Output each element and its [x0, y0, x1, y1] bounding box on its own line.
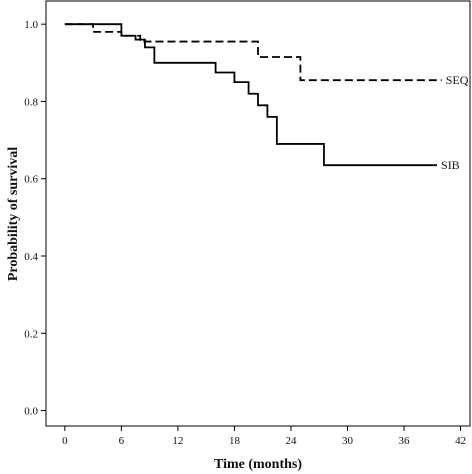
x-axis-ticks: 0 6 12 18 24 30 36 42	[62, 426, 466, 447]
x-tick-label: 42	[455, 435, 466, 447]
series-label-seq: SEQ	[446, 73, 469, 87]
series-line-seq	[64, 23, 442, 82]
y-tick-label: 0.6	[24, 174, 38, 186]
x-tick-label: 30	[342, 435, 354, 447]
series-lines: SEQ SIB	[64, 23, 469, 172]
x-tick-label: 18	[229, 435, 241, 447]
x-tick-label: 36	[399, 435, 411, 447]
y-tick-label: 0.2	[24, 328, 38, 340]
x-tick-label: 24	[285, 435, 297, 447]
y-axis-title: Probability of survival	[6, 147, 21, 281]
plot-area-border	[45, 0, 471, 427]
x-tick-label: 6	[119, 435, 125, 447]
x-axis-title: Time (months)	[214, 457, 302, 472]
x-tick-label: 0	[62, 435, 68, 447]
y-tick-label: 0.0	[24, 406, 38, 418]
series-label-sib: SIB	[441, 158, 460, 172]
x-tick-label: 12	[172, 435, 183, 447]
y-tick-label: 0.4	[24, 251, 38, 263]
y-axis-ticks: 0.0 0.2 0.4 0.6 0.8 1.0	[24, 19, 46, 418]
y-tick-label: 0.8	[24, 96, 38, 108]
y-tick-label: 1.0	[24, 19, 38, 31]
series-line-sib	[64, 23, 438, 167]
